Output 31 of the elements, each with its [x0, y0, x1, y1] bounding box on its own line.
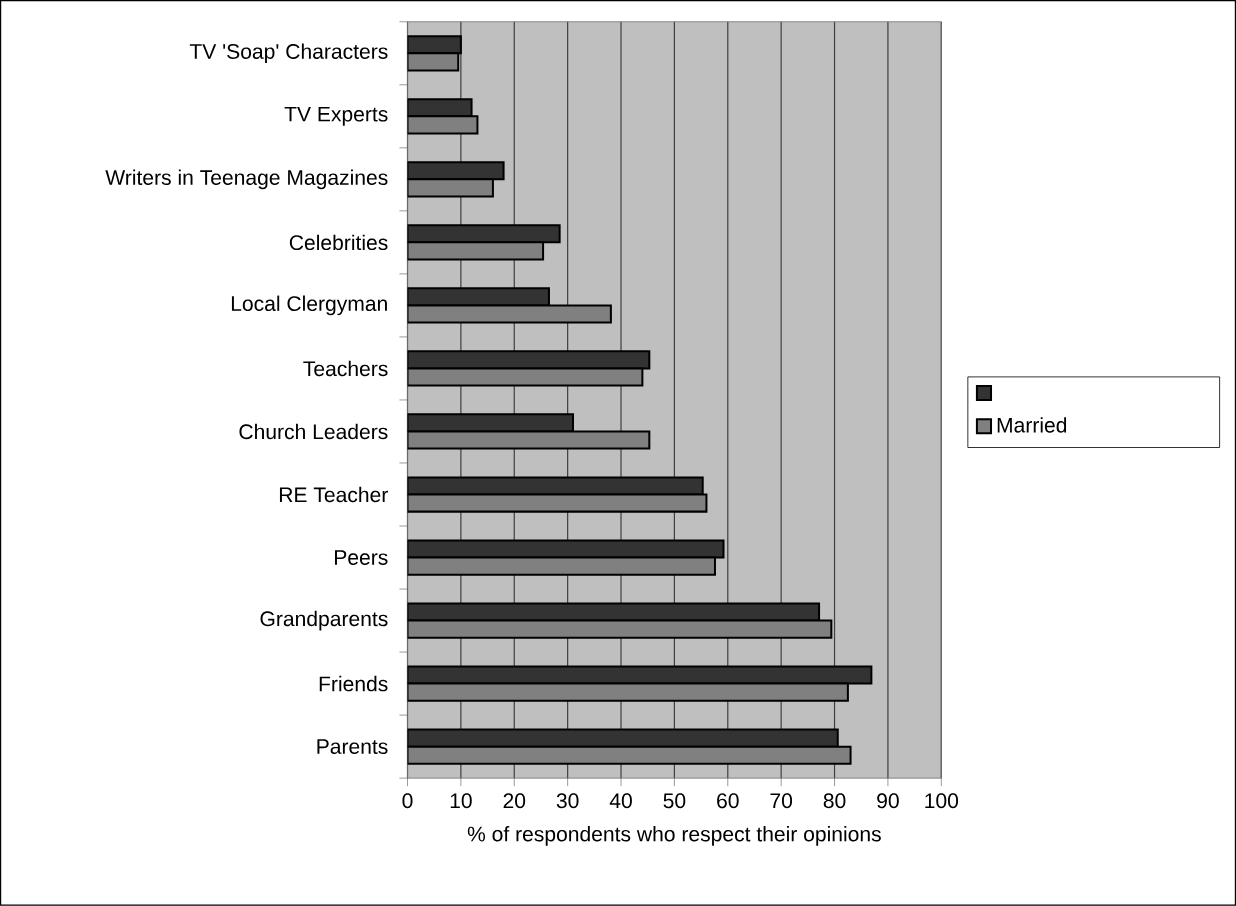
- y-tick-label: Grandparents: [260, 610, 388, 631]
- x-tick-label: 40: [609, 793, 632, 809]
- y-tick-label: Church Leaders: [239, 423, 388, 440]
- bar: [407, 539, 725, 559]
- bar: [407, 367, 644, 387]
- x-tick-label: 20: [503, 793, 526, 809]
- legend-label: Married: [997, 417, 1067, 433]
- bar: [407, 304, 612, 324]
- x-tick-label: 60: [717, 793, 739, 809]
- x-tick-label: 80: [823, 793, 846, 809]
- y-tick-label: Teachers: [303, 360, 388, 377]
- bar: [407, 430, 651, 450]
- bar: [407, 665, 873, 685]
- y-tick-label: TV Experts: [284, 107, 388, 126]
- x-tick-label: 50: [663, 793, 686, 809]
- x-tick-label: 10: [450, 793, 472, 809]
- x-tick-label: 30: [556, 793, 579, 809]
- y-tick-label: RE Teacher: [279, 486, 388, 503]
- x-tick-label: 0: [402, 793, 413, 809]
- y-tick-label: Friends: [319, 676, 388, 692]
- x-tick-label: 70: [770, 793, 793, 809]
- x-axis-title: % of respondents who respect their opinions: [467, 826, 881, 846]
- y-tick-label: Parents: [317, 739, 388, 755]
- y-tick-label: Writers in Teenage Magazines: [105, 169, 388, 190]
- y-tick-label: Peers: [335, 550, 388, 566]
- x-tick-label: 100: [925, 793, 959, 809]
- y-tick-label: Celebrities: [289, 234, 388, 251]
- y-tick-label: TV 'Soap' Characters: [189, 43, 388, 64]
- bar: [407, 602, 821, 622]
- y-tick-label: Local Clergyman: [231, 295, 387, 316]
- x-tick-label: 90: [877, 793, 899, 809]
